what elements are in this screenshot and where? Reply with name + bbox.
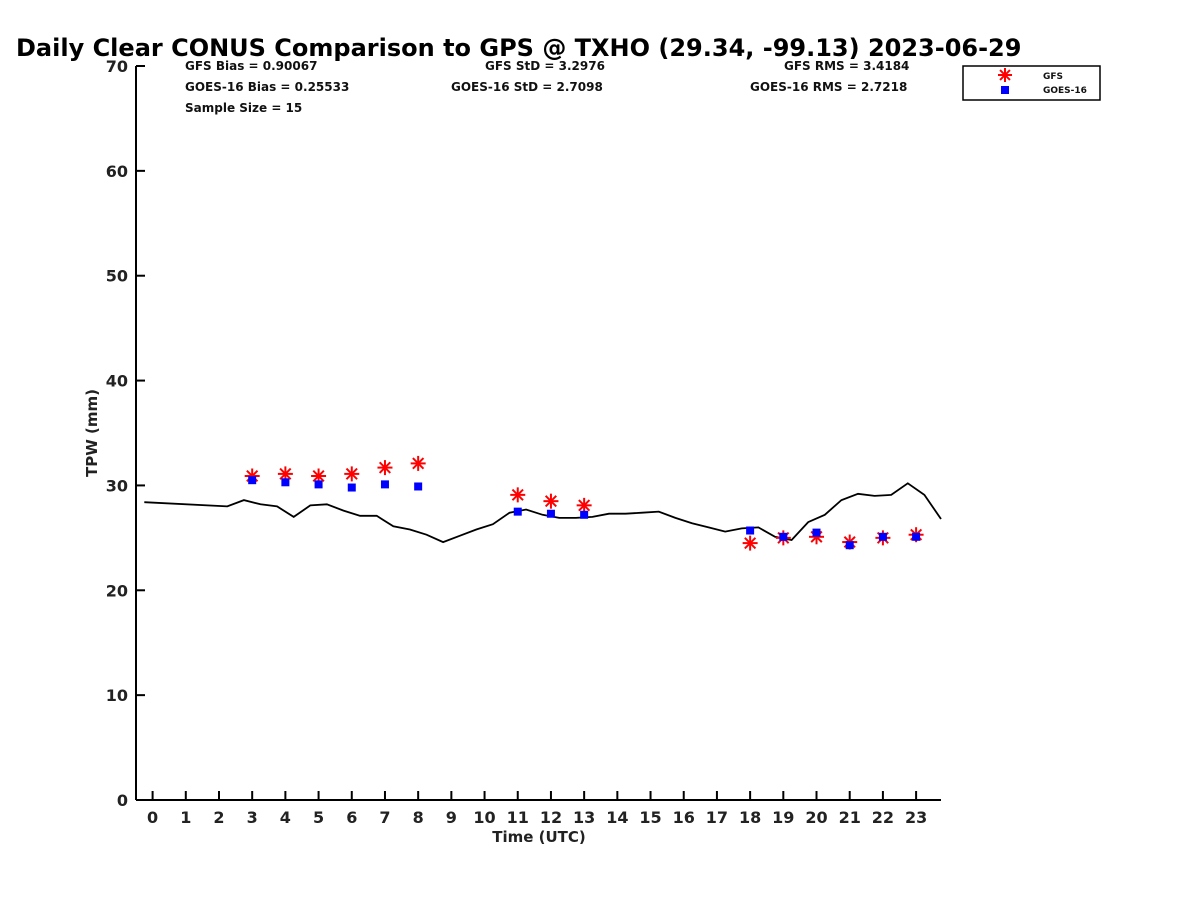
gfs-point-7-stroke [378, 461, 391, 474]
y-tick-label-50: 50 [106, 267, 128, 286]
gfs-bias-text: GFS Bias = 0.90067 [185, 59, 317, 73]
x-tick-label-7: 7 [379, 808, 390, 827]
goes-point-22 [878, 532, 887, 541]
x-tick-label-9: 9 [446, 808, 457, 827]
x-tick-label-1: 1 [180, 808, 191, 827]
gfs-point-12 [543, 493, 559, 509]
goes-point-5 [314, 480, 323, 489]
sample-size-text: Sample Size = 15 [185, 101, 302, 115]
x-axis-label: Time (UTC) [492, 828, 586, 846]
x-tick-label-0: 0 [147, 808, 158, 827]
x-tick-label-14: 14 [606, 808, 628, 827]
x-tick-label-20: 20 [805, 808, 827, 827]
y-tick-label-20: 20 [106, 581, 128, 600]
x-tick-label-6: 6 [346, 808, 357, 827]
goes-point-3 [248, 476, 257, 485]
x-tick-label-19: 19 [772, 808, 794, 827]
x-tick-label-8: 8 [413, 808, 424, 827]
goes-std-text: GOES-16 StD = 2.7098 [451, 80, 603, 94]
x-tick-label-2: 2 [213, 808, 224, 827]
gfs-point-13-stroke [578, 499, 591, 512]
gfs-point-8 [410, 455, 426, 471]
gps-line-layer [144, 482, 942, 544]
legend-gfs-asterisk [998, 68, 1012, 82]
legend-goes-marker [1001, 86, 1009, 94]
x-tick-label-18: 18 [739, 808, 761, 827]
goes-bias-text: GOES-16 Bias = 0.25533 [185, 80, 349, 94]
gfs-point-12-stroke [544, 495, 557, 508]
x-tick-label-10: 10 [473, 808, 495, 827]
goes-point-11 [513, 507, 522, 516]
gfs-point-5-stroke [312, 469, 325, 483]
y-tick-label-10: 10 [106, 686, 128, 705]
x-tick-label-16: 16 [673, 808, 695, 827]
chart-title: Daily Clear CONUS Comparison to GPS @ TX… [16, 34, 1021, 62]
x-tick-label-13: 13 [573, 808, 595, 827]
y-tick-label-70: 70 [106, 57, 128, 76]
goes-point-7 [380, 480, 389, 489]
x-tick-label-15: 15 [639, 808, 661, 827]
gfs-point-18-stroke [744, 537, 757, 550]
legend-gfs-asterisk-stroke [999, 69, 1011, 81]
x-tick-label-12: 12 [540, 808, 562, 827]
goes-point-18 [746, 526, 755, 535]
x-tick-label-22: 22 [872, 808, 894, 827]
goes-point-23 [912, 532, 921, 541]
goes-point-21 [845, 541, 854, 550]
gfs-point-8-stroke [412, 457, 425, 470]
x-tick-label-23: 23 [905, 808, 927, 827]
y-tick-label-30: 30 [106, 476, 128, 495]
x-tick-label-11: 11 [507, 808, 529, 827]
gps-tpw-line [144, 482, 942, 544]
goes-point-8 [414, 482, 423, 491]
gfs-point-4-stroke [279, 467, 292, 480]
goes-point-19 [779, 532, 788, 541]
x-tick-label-3: 3 [247, 808, 258, 827]
x-tick-label-5: 5 [313, 808, 324, 827]
y-tick-label-40: 40 [106, 372, 128, 391]
goes-rms-text: GOES-16 RMS = 2.7218 [750, 80, 907, 94]
legend: GFS GOES-16 [962, 65, 1101, 101]
goes-point-13 [580, 510, 589, 519]
legend-goes-label: GOES-16 [1043, 86, 1087, 96]
gfs-point-11-stroke [511, 488, 524, 501]
gfs-std-text: GFS StD = 3.2976 [485, 59, 605, 73]
x-tick-label-17: 17 [706, 808, 728, 827]
x-tick-label-21: 21 [839, 808, 861, 827]
legend-box [962, 65, 1101, 101]
legend-gfs-marker [998, 68, 1012, 82]
goes-point-6 [347, 483, 356, 492]
gfs-point-11 [510, 487, 526, 503]
gfs-rms-text: GFS RMS = 3.4184 [784, 59, 909, 73]
goes-point-12 [546, 509, 555, 518]
marker-layer [244, 455, 924, 551]
goes-point-20 [812, 528, 821, 537]
legend-gfs-label: GFS [1043, 72, 1063, 82]
gfs-point-6-stroke [345, 467, 358, 480]
y-tick-label-0: 0 [117, 791, 128, 810]
y-tick-label-60: 60 [106, 162, 128, 181]
gfs-point-18 [742, 535, 758, 551]
x-tick-label-4: 4 [280, 808, 291, 827]
goes-point-4 [281, 478, 290, 487]
gfs-point-7 [377, 460, 393, 476]
gfs-point-13 [576, 497, 592, 513]
y-axis-label: TPW (mm) [83, 389, 101, 477]
gfs-point-6 [344, 466, 360, 482]
